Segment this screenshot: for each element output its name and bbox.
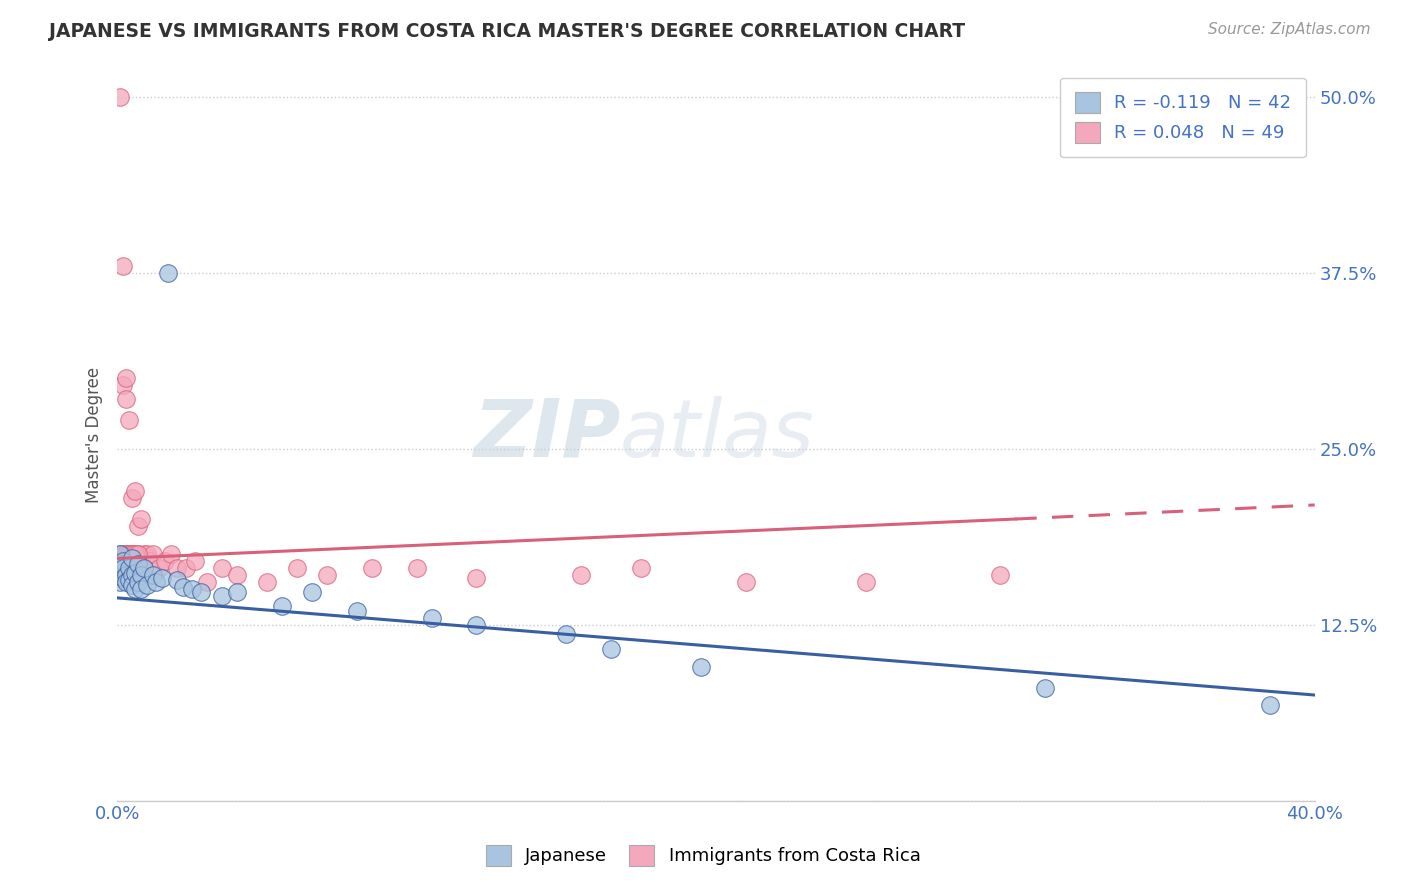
Point <box>124 566 146 580</box>
Point <box>127 557 149 571</box>
Point <box>134 547 156 561</box>
Point <box>112 547 135 561</box>
Point <box>121 547 143 561</box>
Point <box>115 575 138 590</box>
Text: atlas: atlas <box>620 395 815 474</box>
Point <box>226 568 249 582</box>
Text: JAPANESE VS IMMIGRANTS FROM COSTA RICA MASTER'S DEGREE CORRELATION CHART: JAPANESE VS IMMIGRANTS FROM COSTA RICA M… <box>49 22 966 41</box>
Point <box>108 564 131 578</box>
Point <box>166 573 188 587</box>
Point <box>129 561 152 575</box>
Point <box>1258 698 1281 712</box>
Point <box>115 547 138 561</box>
Point <box>112 561 135 575</box>
Point <box>129 512 152 526</box>
Point <box>285 561 308 575</box>
Point <box>256 575 278 590</box>
Point <box>465 617 488 632</box>
Point <box>124 582 146 597</box>
Y-axis label: Master's Degree: Master's Degree <box>86 367 103 502</box>
Legend: Japanese, Immigrants from Costa Rica: Japanese, Immigrants from Costa Rica <box>472 832 934 879</box>
Point <box>195 575 218 590</box>
Point <box>420 610 443 624</box>
Point <box>555 627 578 641</box>
Point <box>690 660 713 674</box>
Point <box>108 547 131 561</box>
Point <box>108 547 131 561</box>
Point <box>569 568 592 582</box>
Point <box>121 491 143 505</box>
Point <box>211 561 233 575</box>
Point <box>127 547 149 561</box>
Point <box>134 561 156 575</box>
Point <box>121 547 143 561</box>
Point <box>153 554 176 568</box>
Point <box>630 561 652 575</box>
Point <box>118 561 141 575</box>
Point <box>360 561 382 575</box>
Point <box>270 599 292 614</box>
Point <box>735 575 758 590</box>
Point <box>118 547 141 561</box>
Point <box>226 585 249 599</box>
Point <box>112 571 135 585</box>
Point <box>108 561 131 575</box>
Point <box>115 392 138 407</box>
Point <box>142 568 165 582</box>
Text: ZIP: ZIP <box>472 395 620 474</box>
Point <box>465 571 488 585</box>
Point <box>115 371 138 385</box>
Point <box>127 575 149 590</box>
Point <box>108 89 131 103</box>
Point <box>115 547 138 561</box>
Point <box>129 582 152 597</box>
Point <box>124 547 146 561</box>
Point <box>118 547 141 561</box>
Point <box>108 568 131 582</box>
Point <box>136 547 159 561</box>
Point <box>211 590 233 604</box>
Point <box>136 578 159 592</box>
Point <box>1033 681 1056 695</box>
Point <box>121 568 143 582</box>
Point <box>118 573 141 587</box>
Point <box>127 519 149 533</box>
Point <box>124 483 146 498</box>
Legend: R = -0.119   N = 42, R = 0.048   N = 49: R = -0.119 N = 42, R = 0.048 N = 49 <box>1060 78 1306 157</box>
Point <box>142 547 165 561</box>
Point <box>184 554 207 568</box>
Point <box>112 554 135 568</box>
Point <box>124 547 146 561</box>
Text: Source: ZipAtlas.com: Source: ZipAtlas.com <box>1208 22 1371 37</box>
Point <box>600 641 623 656</box>
Point <box>112 259 135 273</box>
Point <box>148 561 170 575</box>
Point <box>346 603 368 617</box>
Point <box>112 378 135 392</box>
Point <box>172 580 194 594</box>
Point <box>145 575 167 590</box>
Point <box>855 575 877 590</box>
Point <box>988 568 1011 582</box>
Point <box>108 557 131 571</box>
Point <box>315 568 337 582</box>
Point <box>174 561 197 575</box>
Point <box>190 585 212 599</box>
Point <box>301 585 323 599</box>
Point <box>127 547 149 561</box>
Point <box>139 554 162 568</box>
Point <box>108 575 131 590</box>
Point <box>157 266 180 280</box>
Point <box>405 561 427 575</box>
Point <box>166 561 188 575</box>
Point <box>118 413 141 427</box>
Point <box>181 582 204 597</box>
Point <box>160 547 183 561</box>
Point <box>121 551 143 566</box>
Point <box>115 568 138 582</box>
Point <box>121 578 143 592</box>
Point <box>150 571 173 585</box>
Point <box>129 568 152 582</box>
